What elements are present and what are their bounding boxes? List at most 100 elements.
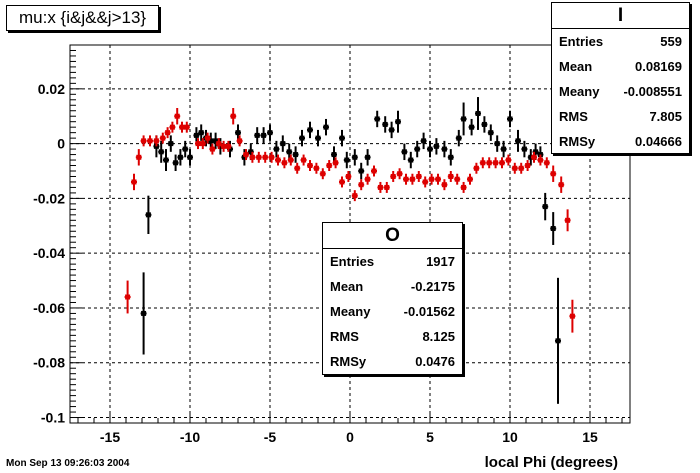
- x-tick-label: 5: [426, 429, 434, 445]
- data-point: [315, 135, 321, 141]
- data-point: [525, 163, 531, 169]
- stats-label: RMSy: [330, 354, 367, 369]
- stats-value: -0.2175: [410, 279, 455, 294]
- data-point: [160, 135, 166, 141]
- data-point: [494, 141, 500, 147]
- data-point: [358, 182, 364, 188]
- data-point: [414, 146, 420, 152]
- data-point: [293, 152, 299, 158]
- chart-title: mu:x {i&j&&j>13}: [6, 5, 160, 31]
- data-point: [403, 176, 409, 182]
- data-point: [505, 157, 511, 163]
- data-point: [555, 338, 561, 344]
- stats-row: RMSy 0.04666: [552, 129, 689, 154]
- y-tick-label: 0.02: [38, 81, 65, 97]
- data-point: [241, 154, 247, 160]
- data-point: [475, 110, 481, 116]
- stats-row: Meany -0.008551: [552, 79, 689, 104]
- data-point: [173, 160, 179, 166]
- data-point: [401, 149, 407, 155]
- data-point: [221, 143, 227, 149]
- stats-value: 0.0476: [415, 354, 455, 369]
- x-tick-label: -5: [264, 429, 277, 445]
- y-tick-label: -0.08: [33, 355, 65, 371]
- data-point: [262, 154, 268, 160]
- data-point: [467, 176, 473, 182]
- data-point: [256, 154, 262, 160]
- stats-row: Mean 0.08169: [552, 54, 689, 79]
- data-point: [136, 154, 142, 160]
- stats-box-o-header: O: [323, 223, 462, 249]
- data-point: [448, 154, 454, 160]
- data-point: [409, 176, 415, 182]
- data-point: [395, 119, 401, 125]
- data-point: [473, 165, 479, 171]
- data-point: [358, 168, 364, 174]
- data-point: [165, 130, 171, 136]
- data-point: [448, 173, 454, 179]
- x-tick-label: -10: [180, 429, 200, 445]
- timestamp: Mon Sep 13 09:26:03 2004: [6, 458, 130, 469]
- data-point: [313, 165, 319, 171]
- data-point: [421, 138, 427, 144]
- data-point: [390, 173, 396, 179]
- data-point: [488, 130, 494, 136]
- data-point: [371, 168, 377, 174]
- stats-row: RMS 7.805: [552, 104, 689, 129]
- stats-box-i: I Entries 559 Mean 0.08169 Meany -0.0085…: [551, 2, 690, 154]
- data-point: [537, 157, 543, 163]
- data-point: [542, 204, 548, 210]
- data-point: [248, 149, 254, 155]
- data-point: [163, 157, 169, 163]
- data-point: [433, 143, 439, 149]
- x-tick-label: 10: [502, 429, 518, 445]
- data-point: [569, 313, 575, 319]
- data-point: [301, 157, 307, 163]
- data-point: [145, 212, 151, 218]
- data-point: [441, 182, 447, 188]
- data-point: [307, 127, 313, 133]
- data-point: [320, 171, 326, 177]
- data-point: [512, 165, 518, 171]
- data-point: [331, 152, 337, 158]
- data-point: [507, 116, 513, 122]
- data-point: [217, 143, 223, 149]
- stats-label: Mean: [330, 279, 364, 294]
- stats-row: Entries 1917: [323, 249, 462, 274]
- x-tick-label: 15: [582, 429, 598, 445]
- data-point: [435, 176, 441, 182]
- x-tick-label: 0: [346, 429, 354, 445]
- data-point: [550, 226, 556, 232]
- stats-label: Meany: [559, 84, 600, 99]
- data-point: [518, 165, 524, 171]
- data-point: [377, 184, 383, 190]
- data-point: [323, 124, 329, 130]
- data-point: [235, 130, 241, 136]
- data-point: [481, 121, 487, 127]
- data-point: [352, 154, 358, 160]
- data-point: [416, 173, 422, 179]
- data-point: [169, 124, 175, 130]
- x-tick-label: -15: [100, 429, 120, 445]
- data-point: [374, 116, 380, 122]
- stats-label: Entries: [559, 34, 604, 49]
- stats-label: RMS: [330, 329, 359, 344]
- data-point: [193, 132, 199, 138]
- stats-box-i-header: I: [552, 3, 689, 29]
- data-point: [208, 138, 214, 144]
- stats-value: -0.01562: [403, 304, 455, 319]
- data-point: [544, 160, 550, 166]
- data-point: [389, 127, 395, 133]
- data-point: [177, 154, 183, 160]
- stats-label: Mean: [559, 59, 593, 74]
- y-tick-label: -0.02: [33, 190, 65, 206]
- stats-row: Meany -0.01562: [323, 299, 462, 324]
- data-point: [243, 152, 249, 158]
- data-point: [184, 124, 190, 130]
- data-point: [275, 157, 281, 163]
- data-point: [179, 124, 185, 130]
- stats-row: RMSy 0.0476: [323, 349, 462, 374]
- data-point: [249, 154, 255, 160]
- data-point: [339, 179, 345, 185]
- data-point: [187, 154, 193, 160]
